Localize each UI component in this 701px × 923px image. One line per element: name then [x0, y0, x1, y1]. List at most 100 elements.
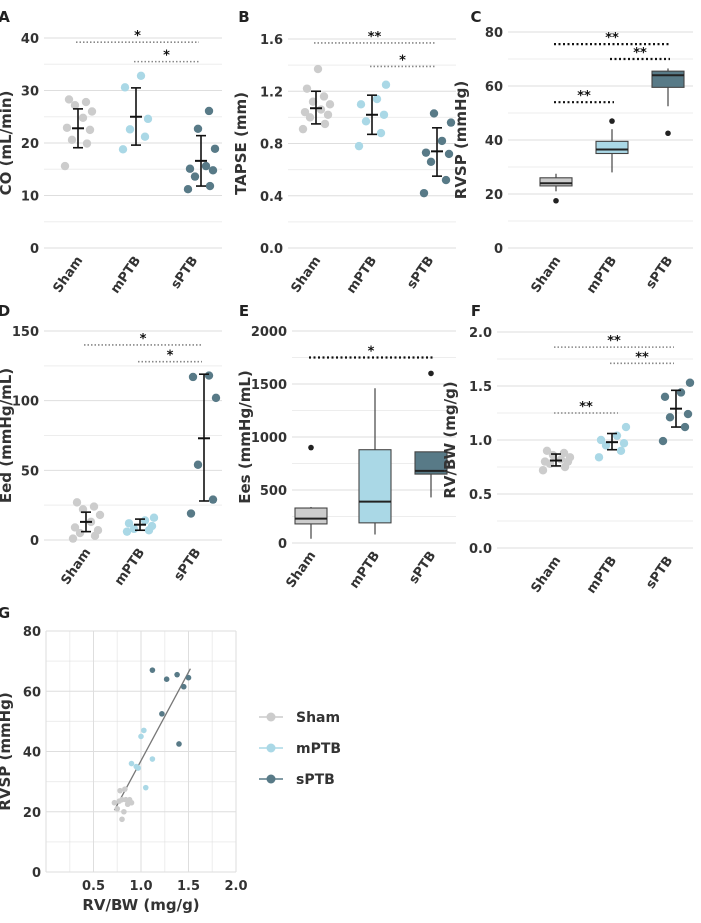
x-tick-label-sptb: sPTB: [168, 254, 201, 292]
y-tick-label: 50: [21, 464, 39, 479]
data-point-sham: [556, 455, 566, 464]
data-point-sptb: [201, 161, 211, 171]
data-point-mptb: [140, 516, 150, 525]
data-point-sptb: [190, 172, 200, 181]
x-tick-label-mptb: mPTB: [347, 549, 383, 592]
significance-stars: **: [607, 334, 621, 349]
x-tick-label-mptb: mPTB: [584, 254, 620, 297]
y-tick-label: 20: [21, 137, 39, 152]
data-point-mptb: [141, 727, 147, 734]
data-point-sptb: [183, 185, 193, 194]
data-point-sham: [60, 161, 70, 171]
data-point-sham: [95, 510, 105, 520]
panel-label: B: [238, 8, 249, 26]
y-axis-label: TAPSE (mm): [232, 92, 250, 195]
data-point-mptb: [143, 114, 153, 124]
data-point-sptb: [185, 674, 192, 681]
x-tick-label-sham: Sham: [529, 554, 565, 596]
data-point-sptb: [204, 371, 214, 380]
data-point-sptb: [180, 683, 187, 690]
x-tick-label-sptb: sPTB: [406, 549, 439, 587]
data-point-sptb: [176, 741, 182, 747]
panel-label: E: [239, 302, 249, 320]
data-point-sham: [316, 105, 326, 114]
outlier-point: [428, 370, 434, 377]
data-point-mptb: [122, 527, 132, 536]
data-point-sham: [116, 798, 122, 805]
significance-stars: **: [579, 400, 593, 415]
data-point-sptb: [159, 711, 165, 717]
data-point-sptb: [188, 372, 198, 382]
panel-label: G: [0, 604, 10, 622]
data-point-sham: [548, 450, 558, 460]
legend-marker-sham: [266, 712, 276, 722]
data-point-sham: [85, 125, 95, 135]
y-tick-label: 0.8: [260, 138, 283, 153]
significance-stars: **: [633, 46, 647, 61]
data-point-mptb: [140, 132, 150, 141]
panel-d: D 0 50 100 150 Eed (mmHg/mL) Sham mPTB sPTB * *: [0, 302, 222, 589]
data-point-sham: [320, 119, 330, 129]
x-tick-label-sham: Sham: [529, 254, 565, 296]
data-point-sptb: [149, 667, 156, 673]
x-tick-label: 0.5: [82, 879, 105, 894]
data-point-sham: [72, 498, 82, 507]
y-tick-label: 2000: [251, 325, 287, 340]
data-point-sham: [325, 100, 335, 109]
data-point-mptb: [596, 435, 606, 445]
data-point-sptb: [660, 392, 670, 401]
data-point-sptb: [683, 409, 693, 419]
y-tick-label: 0.0: [260, 242, 283, 257]
data-point-sham: [121, 808, 127, 815]
box-sham: [294, 507, 328, 525]
data-point-mptb: [354, 141, 364, 151]
y-tick-label: 0: [278, 537, 287, 552]
x-tick-label-mptb: mPTB: [108, 254, 144, 297]
y-tick-label: 0.0: [469, 542, 492, 557]
panel-f: F 0.0 0.5 1.0 1.5 2.0 RV/BW (mg/g) Sham mPTB sPTB…: [441, 302, 695, 597]
data-point-sptb: [193, 124, 203, 134]
data-point-mptb: [135, 765, 141, 771]
data-point-sptb: [174, 671, 180, 678]
data-point-sham: [305, 113, 315, 122]
y-tick-label: 0.5: [469, 488, 492, 503]
data-point-sptb: [680, 422, 690, 432]
data-point-sham: [78, 113, 88, 123]
y-tick-label: 40: [21, 32, 39, 47]
significance-stars: *: [163, 49, 170, 64]
data-point-sptb: [419, 188, 429, 198]
data-point-mptb: [142, 784, 149, 791]
data-point-sptb: [444, 149, 454, 159]
data-point-sham: [538, 466, 548, 475]
y-tick-label: 0: [30, 534, 39, 549]
y-axis-label: RV/BW (mg/g): [441, 381, 459, 498]
data-point-sham: [82, 139, 92, 148]
significance-stars: **: [368, 30, 382, 45]
y-tick-label: 2.0: [469, 326, 492, 341]
data-point-sptb: [429, 109, 439, 118]
data-point-sham: [111, 799, 118, 806]
data-point-sham: [122, 786, 128, 792]
significance-stars: *: [140, 332, 147, 347]
y-tick-label: 20: [23, 806, 41, 821]
data-point-sham: [114, 805, 121, 812]
data-point-sptb: [685, 378, 695, 387]
outlier-point: [609, 118, 615, 124]
data-point-sptb: [446, 118, 456, 127]
data-point-sham: [81, 97, 91, 107]
x-tick-label-sptb: sPTB: [171, 546, 204, 584]
x-tick-label-sham: Sham: [51, 254, 87, 296]
data-point-sham: [62, 123, 72, 132]
outlier-point: [553, 197, 559, 204]
y-axis-label: RVSP (mmHg): [0, 692, 14, 810]
legend: Sham mPTB sPTB: [259, 710, 341, 788]
y-axis-label: Eed (mmHg/mL): [0, 368, 15, 503]
data-point-sptb: [658, 436, 668, 446]
data-point-sham: [300, 107, 310, 117]
data-point-mptb: [361, 117, 371, 126]
y-tick-label: 0: [494, 242, 503, 257]
y-tick-label: 20: [485, 188, 503, 203]
data-point-sptb: [437, 136, 447, 146]
data-point-sptb: [665, 413, 675, 422]
